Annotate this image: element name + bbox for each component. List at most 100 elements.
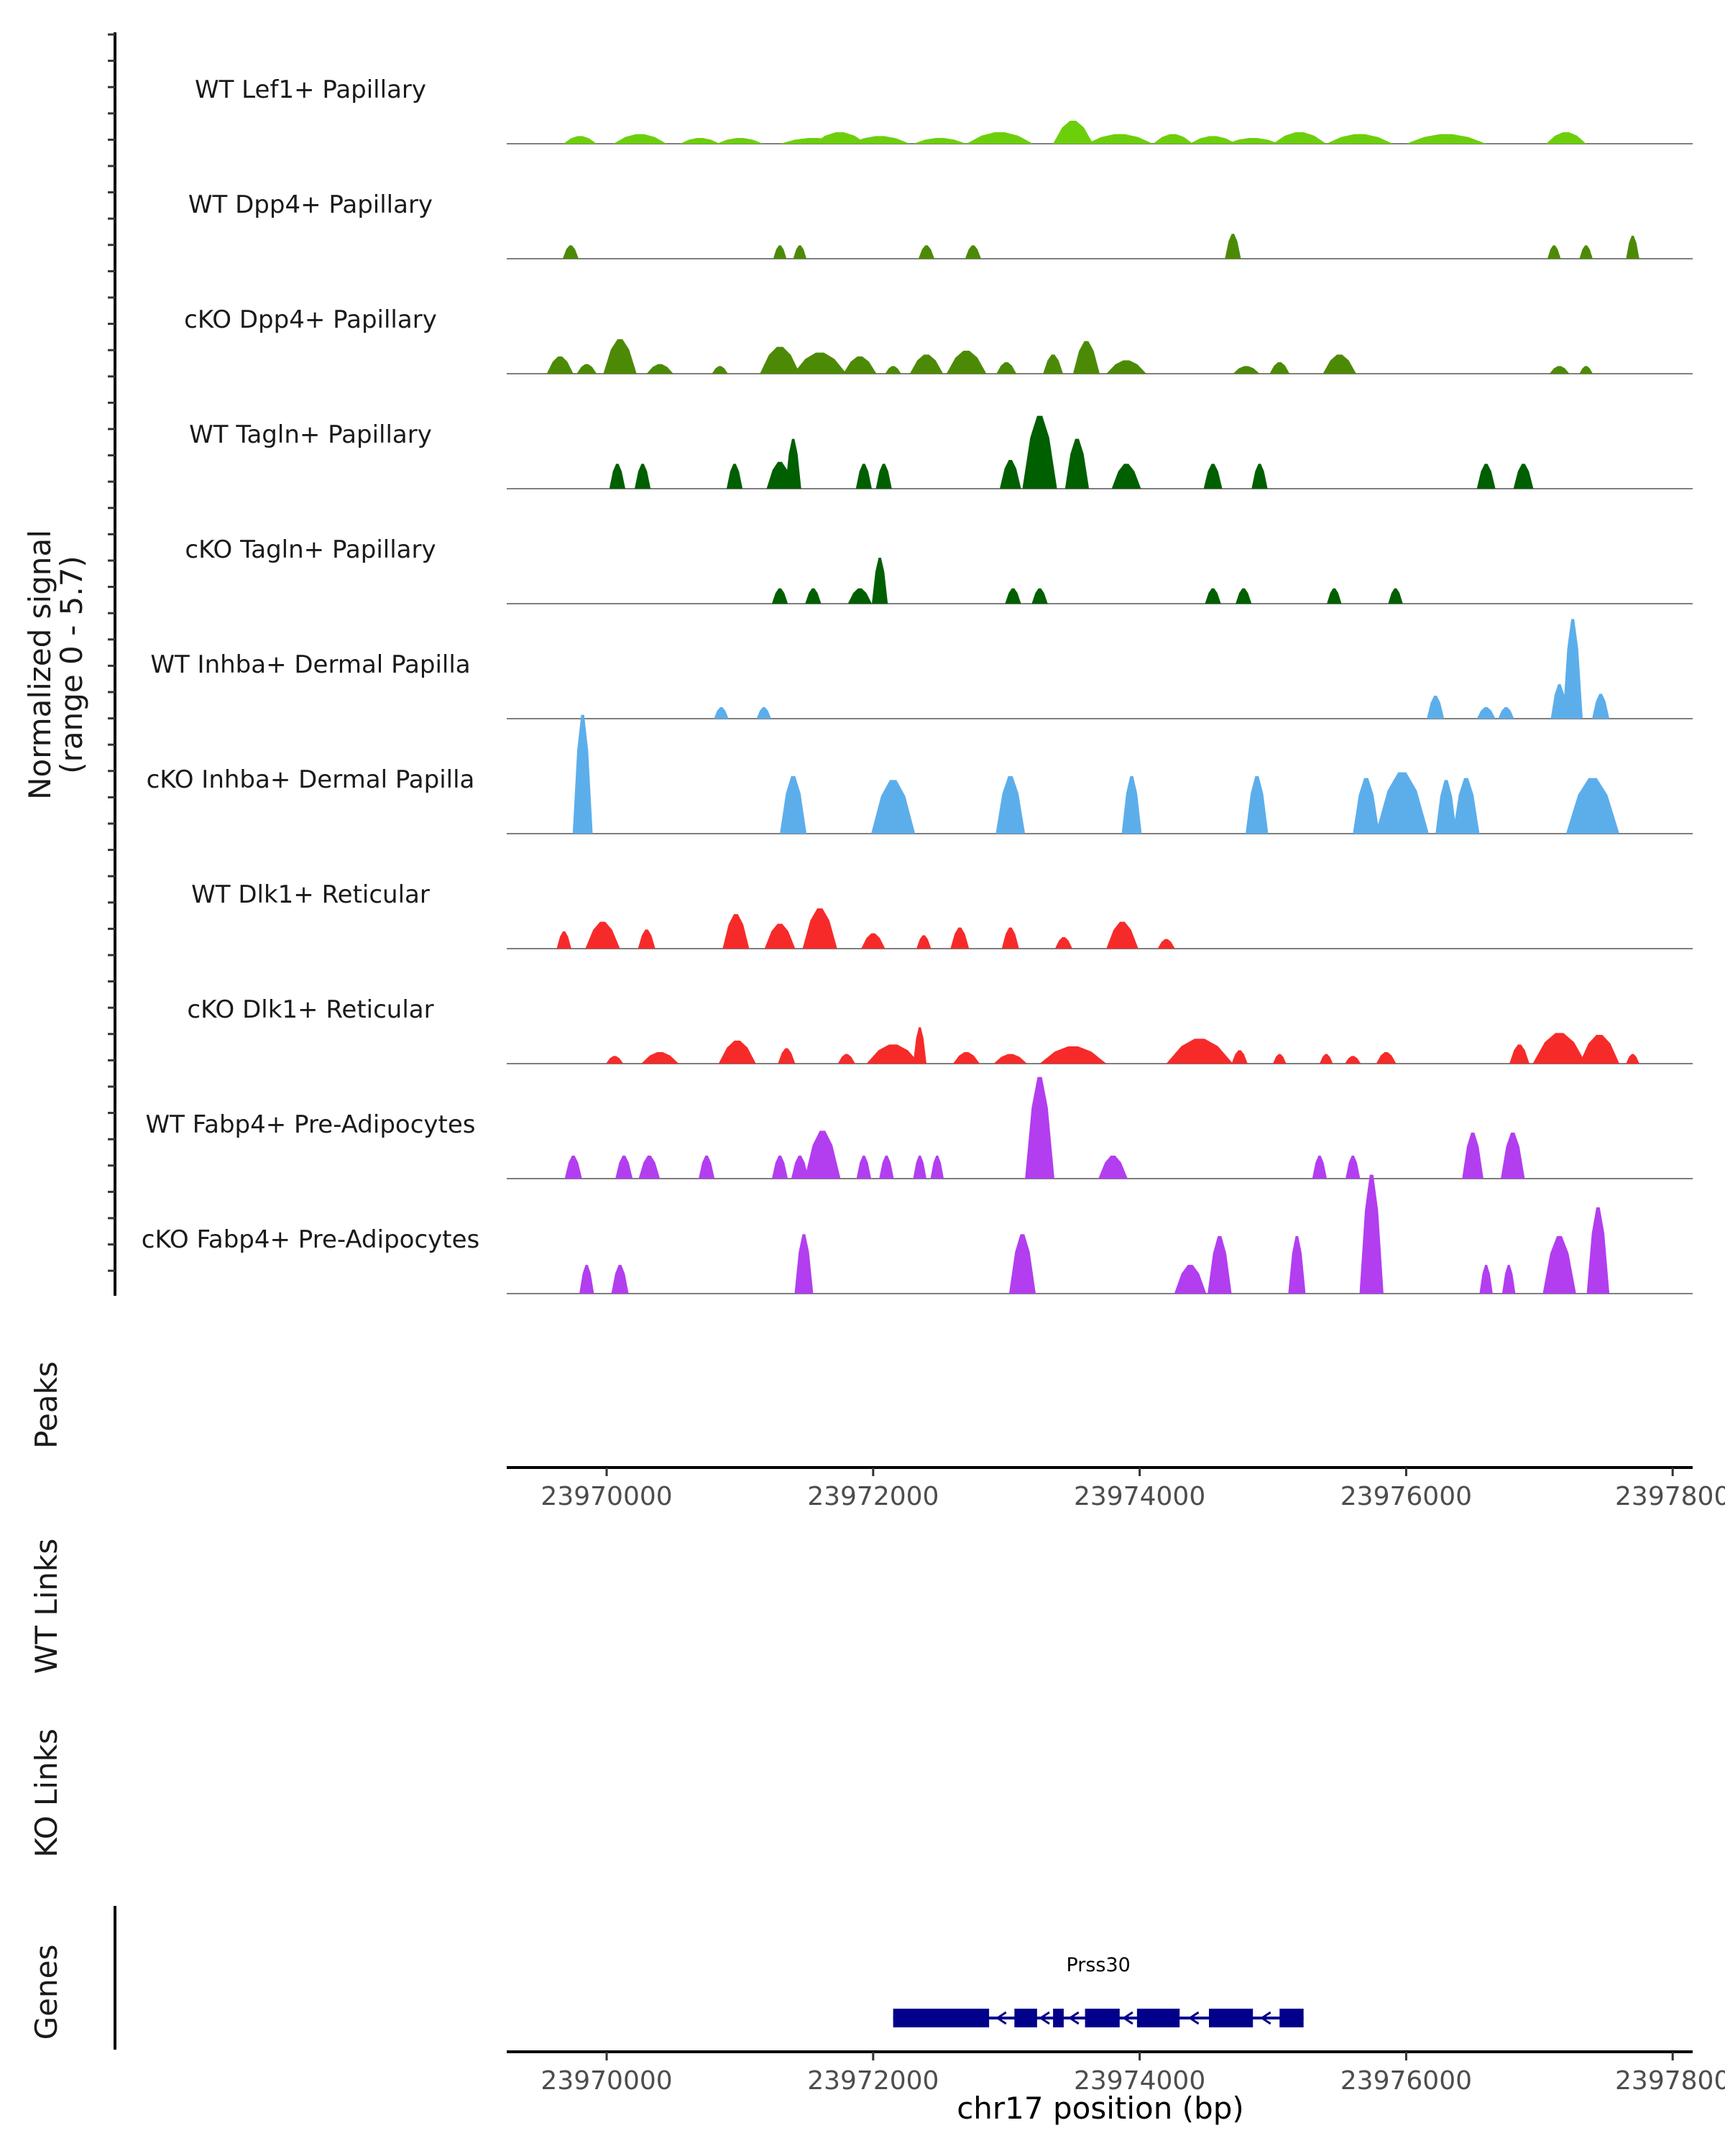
coverage-peak (1626, 1054, 1639, 1064)
coverage-peak (837, 1054, 855, 1064)
coverage-peak (722, 914, 750, 949)
gene-exon (1014, 2009, 1037, 2027)
gene-exon (893, 2009, 990, 2027)
coverage-peak (1549, 366, 1570, 374)
coverage-peak (1273, 1054, 1287, 1064)
track-5: WT Inhba+ Dermal Papilla (150, 619, 1693, 719)
coverage-peak (1513, 464, 1534, 489)
strand-arrow (995, 2011, 1007, 2025)
coverage-peak (805, 588, 822, 604)
coverage-peak (634, 464, 651, 489)
coverage-peak (871, 780, 916, 834)
coverage-peak (950, 927, 970, 949)
track-label: WT Tagln+ Papillary (189, 420, 432, 449)
coverage-peak (1174, 1265, 1207, 1294)
track-9: WT Fabp4+ Pre-Adipocytes (146, 1077, 1693, 1179)
coverage-peak (1269, 362, 1290, 374)
coverage-peak (760, 346, 800, 374)
coverage-peak (771, 1156, 788, 1179)
coverage-peak (965, 245, 981, 259)
coverage-peak (1427, 696, 1445, 719)
coverage-peak (1064, 438, 1090, 489)
coverage-peak (1106, 360, 1146, 374)
x-tick-label: 23974000 (1074, 2066, 1205, 2096)
coverage-peak (1025, 1077, 1054, 1179)
coverage-peak (993, 1054, 1027, 1064)
track-label: WT Dlk1+ Reticular (191, 880, 430, 909)
coverage-peak (1208, 1236, 1232, 1294)
coverage-peak (791, 1156, 809, 1179)
coverage-peak (1501, 1133, 1525, 1179)
strand-arrow (1260, 2011, 1271, 2025)
x-tick-label: 23970000 (540, 1482, 672, 1511)
coverage-peak (918, 245, 935, 259)
coverage-peak (1166, 1038, 1233, 1064)
coverage-peak (793, 245, 807, 259)
track-label: WT Fabp4+ Pre-Adipocytes (146, 1110, 476, 1139)
gene-exon (1136, 2009, 1180, 2027)
coverage-peak (1388, 588, 1403, 604)
coverage-peak (716, 138, 763, 144)
coverage-peak (966, 132, 1034, 144)
coverage-peak (1579, 245, 1593, 259)
coverage-peak (556, 931, 571, 949)
coverage-peak (1476, 707, 1496, 719)
coverage-peak (641, 1052, 679, 1064)
coverage-peak (1205, 588, 1221, 604)
coverage-peak (785, 438, 801, 489)
coverage-peak (1225, 234, 1241, 259)
coverage-peak (563, 136, 597, 144)
coverage-peak (1231, 1050, 1248, 1064)
genes-x-axis: 23970000 23972000 23974000 23976000 2397800 (507, 2050, 1725, 2096)
coverage-peak (1273, 132, 1327, 144)
coverage-peak (909, 354, 944, 374)
coverage-peak (718, 1041, 756, 1064)
coverage-peak (813, 132, 867, 144)
coverage-peak (1327, 588, 1342, 604)
coverage-peak (1563, 619, 1583, 719)
coverage-peak (1106, 921, 1138, 949)
coverage-peak (712, 366, 728, 374)
strand-arrow (1039, 2011, 1050, 2025)
coverage-peak (1586, 1207, 1610, 1294)
coverage-peak (1111, 464, 1141, 489)
signal-y-axis-range-label: (range 0 - 5.7) (54, 556, 89, 774)
coverage-peak (1086, 134, 1154, 144)
coverage-peak (1039, 1046, 1107, 1064)
coverage-peak (1579, 1035, 1620, 1064)
track-label: cKO Inhba+ Dermal Papilla (147, 765, 475, 794)
track-8: cKO Dlk1+ Reticular (187, 995, 1693, 1064)
coverage-peak (698, 1156, 715, 1179)
coverage-peak (913, 138, 967, 144)
coverage-peak (1008, 1234, 1036, 1294)
coverage-peak (1043, 354, 1064, 374)
coverage-peak (780, 776, 807, 834)
strand-arrow (1068, 2011, 1080, 2025)
coverage-peak (564, 1156, 582, 1179)
coverage-peak (1053, 121, 1093, 144)
coverage-peak (1031, 588, 1048, 604)
coverage-peak (771, 588, 788, 604)
track-7: WT Dlk1+ Reticular (191, 880, 1693, 949)
coverage-peak (866, 1044, 920, 1064)
coverage-peak (1190, 136, 1237, 144)
coverage-peak (1353, 778, 1380, 834)
coverage-peak (1359, 1174, 1384, 1294)
coverage-peak (1498, 707, 1514, 719)
strand-arrow (1122, 2011, 1133, 2025)
coverage-peak (1547, 245, 1561, 259)
coverage-peak (802, 908, 837, 949)
coverage-peak (646, 364, 673, 374)
x-axis-label: chr17 position (bp) (957, 2091, 1244, 2126)
coverage-peak (946, 351, 987, 374)
coverage-peak (1592, 694, 1610, 719)
coverage-peak (999, 460, 1021, 489)
track-label: WT Dpp4+ Papillary (188, 190, 433, 219)
coverage-peak (1226, 138, 1280, 144)
coverage-tracks: WT Lef1+ Papillary WT Dpp4+ Papillary cKO … (142, 75, 1693, 1294)
coverage-peak (1406, 134, 1486, 144)
x-tick-label: 23972000 (807, 2066, 939, 2096)
coverage-peak (1462, 1133, 1484, 1179)
coverage-peak (1098, 1156, 1128, 1179)
coverage-peak (1546, 132, 1586, 144)
